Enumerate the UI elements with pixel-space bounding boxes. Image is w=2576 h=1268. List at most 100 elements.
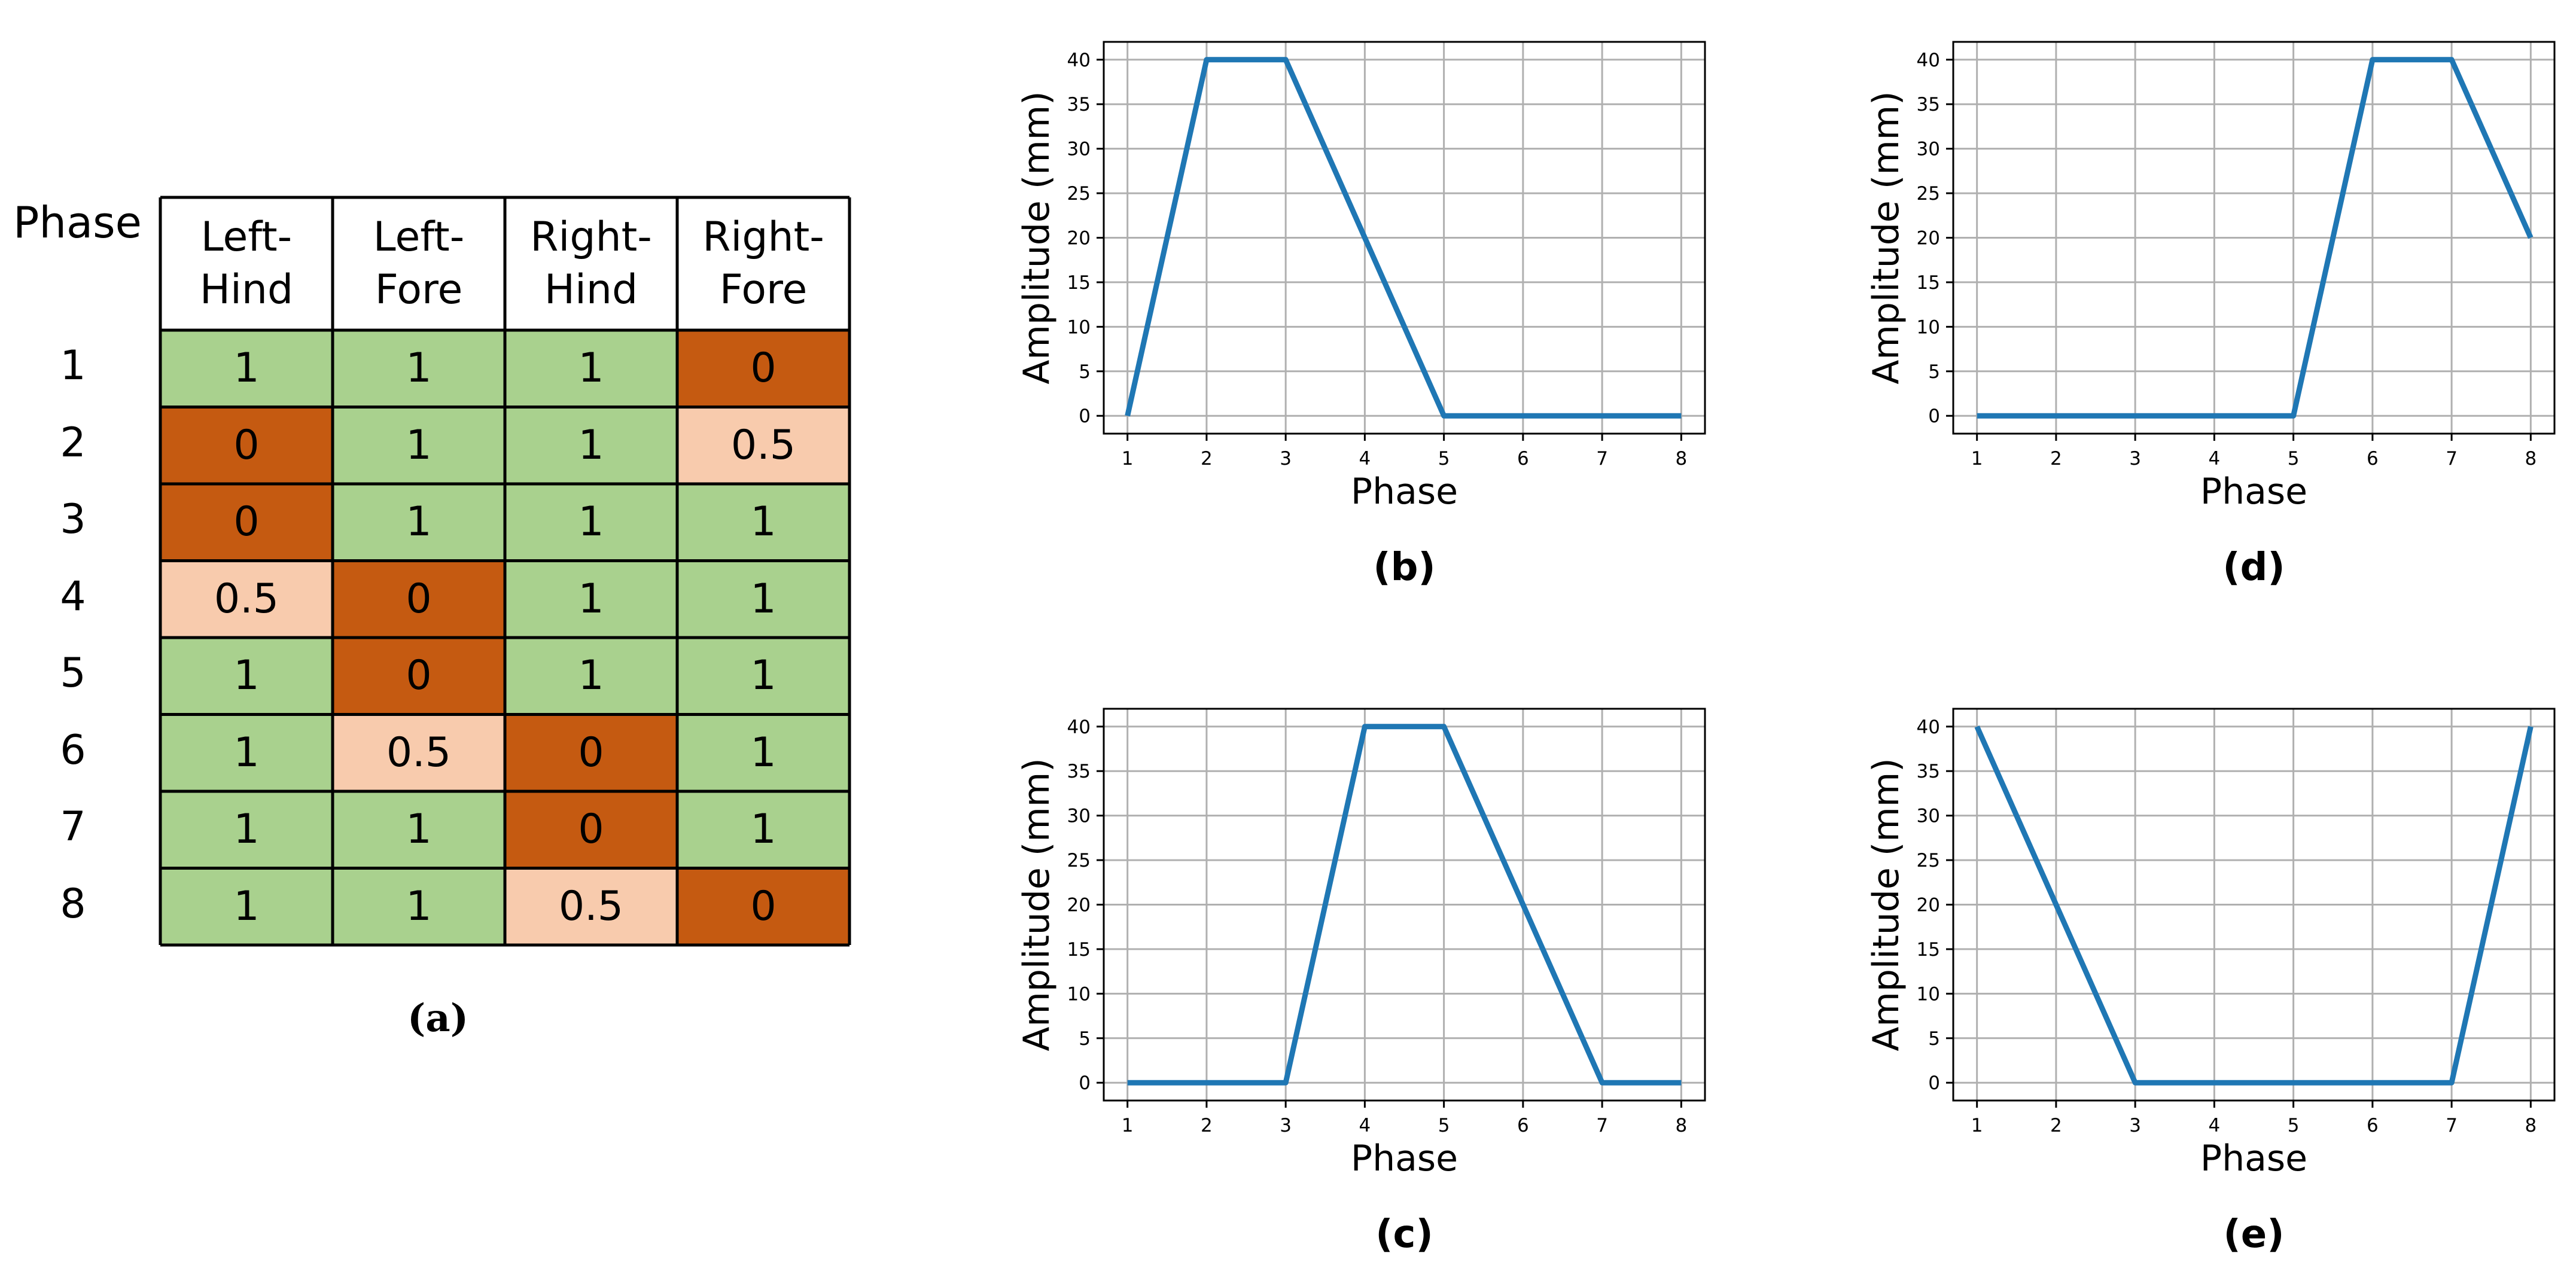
y-axis-label: Amplitude (mm) — [1016, 758, 1058, 1051]
y-tick-label: 25 — [1067, 850, 1091, 871]
y-tick-label: 35 — [1917, 94, 1940, 115]
chart-d: 1 2 3 4 5 6 7 8 0 5 10 15 20 25 30 35 40 Phase Amplitude (… — [1865, 41, 2556, 590]
plot-frame — [1952, 41, 2556, 435]
column-header: Right- Fore — [677, 197, 849, 330]
table-cell: 1 — [333, 868, 505, 945]
y-tick-label: 10 — [1067, 983, 1091, 1005]
table-cell: 1 — [505, 484, 677, 561]
x-tick-label: 8 — [2525, 448, 2537, 470]
table-cell: 1 — [160, 791, 333, 868]
series-line — [1127, 724, 1682, 1086]
table-cell: 1 — [677, 791, 849, 868]
table-cell: 1 — [505, 330, 677, 407]
table-cell: 0 — [677, 868, 849, 945]
table-cell: 0 — [333, 638, 505, 715]
plot-frame — [1952, 708, 2556, 1102]
table-cell: 0 — [677, 330, 849, 407]
x-tick-label: 1 — [1122, 1115, 1134, 1136]
table-cell: 0 — [505, 714, 677, 791]
series-line — [1974, 725, 2534, 1086]
row-phase-label: 7 — [60, 803, 86, 851]
table-cell: 1 — [160, 330, 333, 407]
row-phase-label: 1 — [60, 342, 86, 390]
x-tick-label: 1 — [1122, 448, 1134, 470]
x-tick-label: 6 — [2367, 448, 2379, 470]
x-tick-label: 4 — [2209, 1115, 2221, 1136]
column-header: Left- Fore — [333, 197, 505, 330]
table-cell: 1 — [160, 638, 333, 715]
x-tick-label: 6 — [2367, 1115, 2379, 1136]
table-cell: 1 — [333, 791, 505, 868]
y-tick-label: 5 — [1079, 1028, 1091, 1050]
x-tick-label: 2 — [2050, 1115, 2062, 1136]
table-cell: 0.5 — [333, 714, 505, 791]
y-axis-label: Amplitude (mm) — [1016, 91, 1058, 384]
y-tick-label: 15 — [1067, 939, 1091, 961]
y-tick-label: 40 — [1917, 50, 1940, 71]
x-tick-label: 1 — [1971, 448, 1983, 470]
y-tick-label: 40 — [1917, 717, 1940, 738]
y-tick-label: 25 — [1917, 850, 1940, 871]
x-tick-label: 3 — [1280, 448, 1292, 470]
y-tick-label: 5 — [1079, 361, 1091, 383]
table-cell: 1 — [333, 407, 505, 484]
y-tick-label: 10 — [1917, 983, 1940, 1005]
phase-column-header: Phase — [13, 197, 142, 248]
y-tick-label: 5 — [1928, 1028, 1940, 1050]
x-tick-label: 5 — [2288, 448, 2300, 470]
x-axis-label: Phase — [1351, 1138, 1458, 1179]
table-cell: 0 — [160, 407, 333, 484]
table-cell: 0.5 — [160, 560, 333, 638]
x-axis-label: Phase — [2200, 1138, 2307, 1179]
x-axis-label: Phase — [1351, 471, 1458, 513]
y-tick-label: 30 — [1067, 139, 1091, 160]
y-tick-label: 20 — [1917, 895, 1940, 916]
y-tick-label: 30 — [1917, 139, 1940, 160]
y-tick-label: 0 — [1928, 1072, 1940, 1094]
y-tick-label: 35 — [1067, 761, 1091, 782]
plot-frame — [1103, 708, 1706, 1102]
row-phase-label: 8 — [60, 880, 86, 928]
table-cell: 1 — [505, 638, 677, 715]
y-tick-label: 15 — [1067, 272, 1091, 294]
x-axis-label: Phase — [2200, 471, 2307, 513]
row-phase-label: 4 — [60, 572, 86, 620]
table-cell: 1 — [160, 868, 333, 945]
y-tick-label: 20 — [1067, 895, 1091, 916]
table-cell: 1 — [677, 484, 849, 561]
series-line — [1125, 57, 1682, 419]
table-cell: 1 — [505, 407, 677, 484]
x-tick-label: 3 — [2129, 1115, 2141, 1136]
series-line — [1977, 57, 2534, 419]
table-cell: 0 — [160, 484, 333, 561]
y-tick-label: 35 — [1067, 94, 1091, 115]
row-phase-label: 6 — [60, 726, 86, 774]
y-tick-label: 30 — [1917, 806, 1940, 827]
y-tick-label: 40 — [1067, 717, 1091, 738]
x-tick-label: 5 — [1438, 1115, 1450, 1136]
column-header: Left- Hind — [160, 197, 333, 330]
row-phase-label: 5 — [60, 650, 86, 697]
chart-e: 1 2 3 4 5 6 7 8 0 5 10 15 20 25 30 35 40 Phase Amplitude (… — [1865, 708, 2556, 1257]
y-tick-label: 5 — [1928, 361, 1940, 383]
chart-caption: (d) — [2222, 545, 2285, 590]
y-tick-label: 15 — [1917, 939, 1940, 961]
table-cell: 0 — [333, 560, 505, 638]
table-cell: 1 — [333, 484, 505, 561]
x-tick-label: 7 — [2446, 1115, 2458, 1136]
x-tick-label: 6 — [1517, 1115, 1529, 1136]
table-cell: 0.5 — [505, 868, 677, 945]
x-tick-label: 6 — [1517, 448, 1529, 470]
chart-b: 1 2 3 4 5 6 7 8 0 5 10 15 20 25 30 35 40 Phase Amplitude (… — [1016, 41, 1706, 590]
table-cell: 0 — [505, 791, 677, 868]
y-tick-label: 20 — [1067, 228, 1091, 249]
y-tick-label: 30 — [1067, 806, 1091, 827]
table-cell: 0.5 — [677, 407, 849, 484]
table-cell: 1 — [505, 560, 677, 638]
y-axis-label: Amplitude (mm) — [1865, 91, 1907, 384]
x-tick-label: 2 — [1201, 448, 1213, 470]
y-tick-label: 10 — [1067, 316, 1091, 338]
x-tick-label: 3 — [1280, 1115, 1292, 1136]
y-tick-label: 0 — [1079, 406, 1091, 427]
x-tick-label: 4 — [1359, 1115, 1371, 1136]
